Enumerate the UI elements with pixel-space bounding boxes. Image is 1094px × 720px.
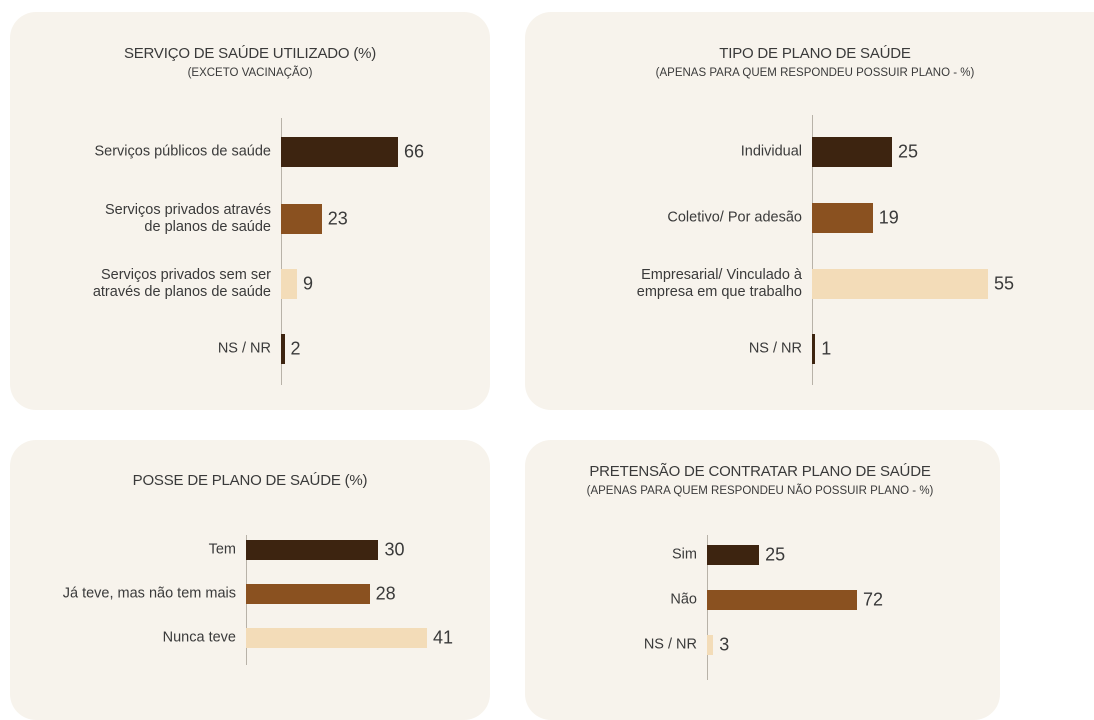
page: {"chart_data": [ {"type": "bar", "title"…: [10, 12, 1094, 720]
bar: [707, 545, 760, 565]
chart-title: PRETENSÃO DE CONTRATAR PLANO DE SAÚDE: [589, 463, 931, 480]
value-label: 66: [404, 141, 425, 162]
panel: [10, 440, 490, 720]
value-label: 1: [821, 338, 832, 359]
value-label: 72: [863, 589, 884, 610]
value-label: 3: [719, 634, 730, 655]
category-label: NS / NR: [643, 636, 697, 653]
category-label: Sim: [672, 546, 697, 563]
bar: [812, 269, 988, 299]
bar: [281, 137, 398, 167]
value-label: 25: [898, 141, 919, 162]
category-label: Individual: [740, 143, 802, 160]
panel: [10, 12, 490, 410]
chart-subtitle: (EXCETO VACINAÇÃO): [187, 67, 313, 79]
category-label: NS / NR: [217, 340, 271, 357]
panel: [525, 12, 1094, 410]
value-label: 25: [765, 544, 786, 565]
bar: [246, 584, 370, 604]
chart-title: SERVIÇO DE SAÚDE UTILIZADO (%): [123, 45, 377, 62]
value-label: 23: [327, 208, 348, 229]
value-label: 19: [878, 207, 899, 228]
category-label: Serviços privados sem ser através de pla…: [92, 267, 271, 300]
category-label: Coletivo/ Por adesão: [667, 209, 802, 226]
chart-subtitle: (APENAS PARA QUEM RESPONDEU POSSUIR PLAN…: [655, 67, 975, 79]
value-label: 41: [433, 627, 454, 648]
category-label: Empresarial/ Vinculado à empresa em que …: [636, 267, 802, 300]
panel: [525, 440, 1000, 720]
bar: [812, 137, 892, 167]
bar: [246, 540, 379, 560]
category-label: NS / NR: [748, 340, 802, 357]
bar: [281, 269, 297, 299]
axis-line: [812, 115, 813, 385]
bar: [707, 590, 857, 610]
category-label: Tem: [208, 541, 236, 558]
bar: [281, 334, 285, 364]
category-label: Serviços privados através de planos de s…: [104, 202, 271, 235]
bar: [812, 334, 816, 364]
value-label: 28: [375, 583, 396, 604]
chart-title: TIPO DE PLANO DE SAÚDE: [719, 45, 911, 62]
chart-title: POSSE DE PLANO DE SAÚDE (%): [132, 472, 368, 489]
axis-line: [281, 118, 282, 385]
chart-subtitle: (APENAS PARA QUEM RESPONDEU NÃO POSSUIR …: [586, 485, 934, 497]
category-label: Nunca teve: [162, 629, 236, 646]
value-label: 9: [302, 273, 313, 294]
category-label: Já teve, mas não tem mais: [62, 585, 236, 602]
category-label: Não: [670, 591, 697, 608]
value-label: 2: [290, 338, 301, 359]
bar: [707, 635, 714, 655]
bar: [812, 203, 873, 233]
category-label: Serviços públicos de saúde: [94, 143, 271, 160]
bar: [246, 628, 427, 648]
value-label: 30: [384, 539, 405, 560]
value-label: 55: [994, 273, 1015, 294]
bar: [281, 204, 322, 234]
